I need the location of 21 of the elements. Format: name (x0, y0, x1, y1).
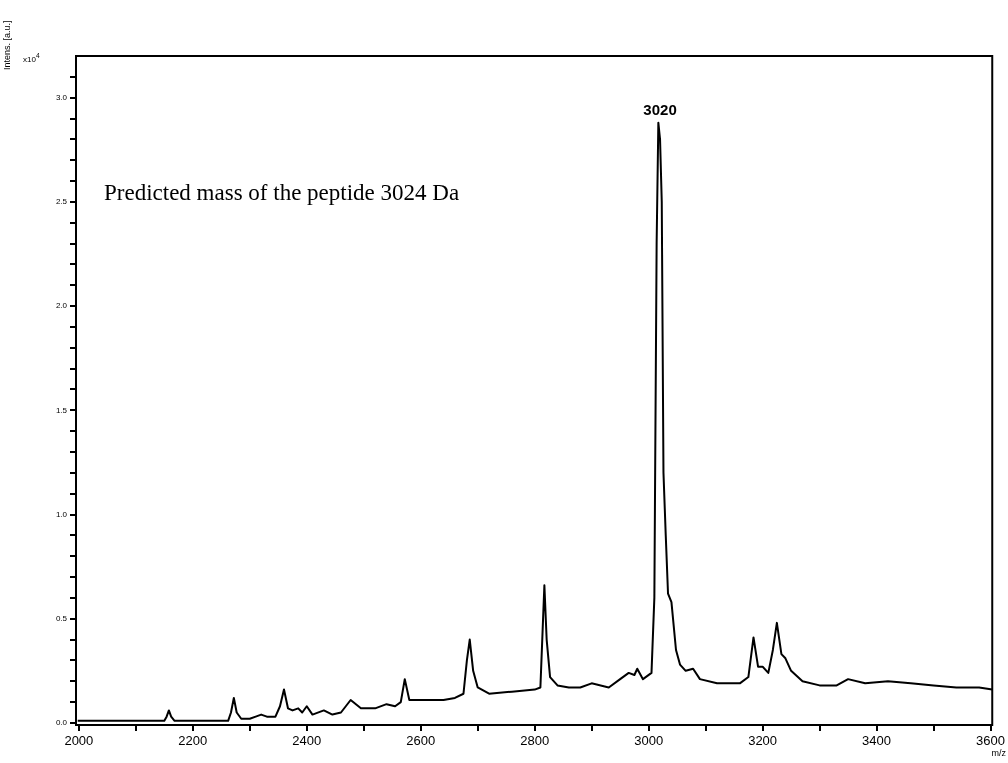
y-tick-label: 0.5 (55, 613, 68, 623)
x-tick-label: 3000 (634, 733, 664, 749)
text: x10$^{4}$ (23, 52, 40, 64)
x-tick-label: 3400 (862, 733, 892, 749)
x-tick-label: 3600 (976, 733, 1005, 749)
x-tick-label: 2400 (292, 733, 322, 749)
x-tick-label: 2600 (406, 733, 436, 749)
y-tick-label: 1.5 (55, 405, 68, 415)
y-tick-label: 1.0 (55, 509, 68, 519)
y-tick-label: 0.0 (55, 718, 68, 728)
x-tick-label: 3200 (748, 733, 778, 749)
y-tick-label: 2.0 (55, 301, 68, 311)
x-tick-label: 2200 (178, 733, 208, 749)
y-tick-label: 2.5 (55, 197, 68, 207)
x-tick-label: 2800 (520, 733, 550, 749)
y-tick-label: 3.0 (55, 92, 68, 102)
y-axis-title: Intens. [a.u.] (2, 20, 12, 70)
x-axis-title: m/z (991, 748, 1006, 758)
annotation: 3020 (643, 101, 677, 119)
x-tick-label: 2000 (64, 733, 94, 749)
annotation: Predicted mass of the peptide 3024 Da (104, 180, 460, 206)
